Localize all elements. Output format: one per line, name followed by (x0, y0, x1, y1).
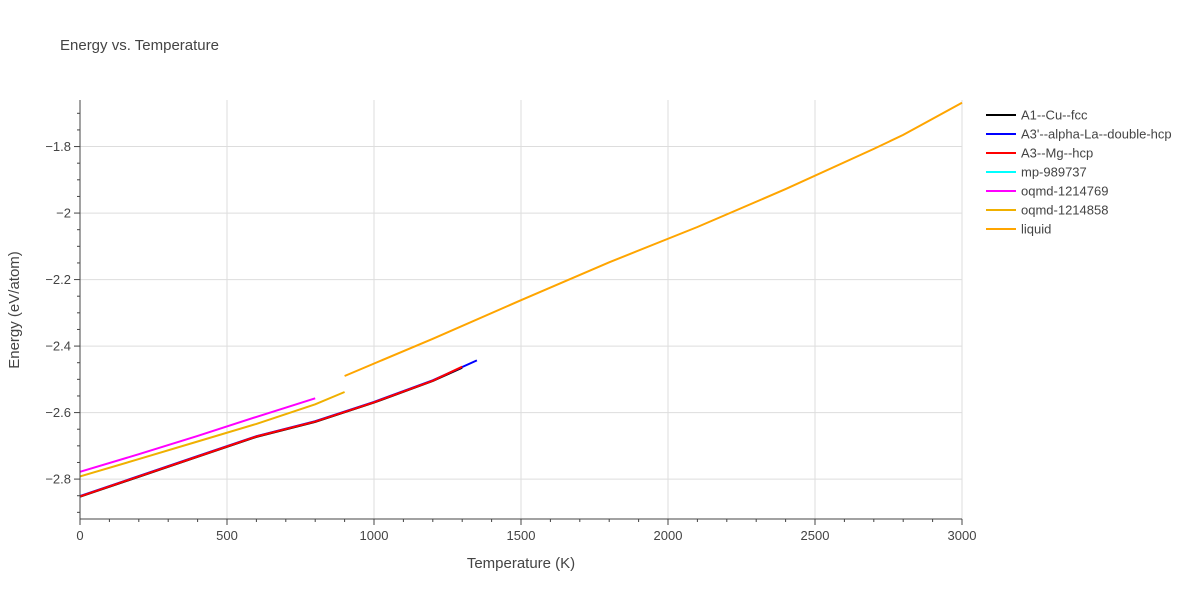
series-line-4 (79, 397, 316, 473)
legend-item[interactable]: A3'--alpha-La--double-hcp (986, 127, 1172, 142)
y-tick-label: −2 (56, 206, 71, 221)
x-tick-label: 0 (76, 528, 83, 543)
legend-item[interactable]: mp-989737 (986, 165, 1087, 180)
x-tick-label: 1500 (507, 528, 536, 543)
legend-label: liquid (1021, 222, 1051, 237)
y-axis-label: Energy (eV/atom) (6, 251, 23, 369)
x-tick-label: 2500 (801, 528, 830, 543)
legend-label: A3--Mg--hcp (1021, 146, 1093, 161)
series-line-2 (79, 365, 463, 498)
x-tick-labels: 0 500 1000 1500 2000 2500 3000 (76, 528, 976, 543)
y-tick-label: −2.4 (45, 339, 71, 354)
y-tick-label: −2.8 (45, 472, 71, 487)
y-tick-label: −2.2 (45, 272, 71, 287)
legend-item[interactable]: liquid (986, 222, 1051, 237)
x-tick-label: 1000 (360, 528, 389, 543)
legend[interactable]: A1--Cu--fcc A3'--alpha-La--double-hcp A3--… (986, 108, 1172, 237)
series-layer (79, 101, 963, 498)
legend-label: A1--Cu--fcc (1021, 108, 1088, 123)
x-tick-label: 3000 (948, 528, 977, 543)
series-line-6 (344, 101, 963, 377)
legend-item[interactable]: A1--Cu--fcc (986, 108, 1088, 123)
x-axis-label: Temperature (K) (467, 555, 575, 572)
chart-title: Energy vs. Temperature (60, 37, 219, 54)
y-tick-labels: −2.8 −2.6 −2.4 −2.2 −2 −1.8 (45, 139, 71, 487)
legend-item[interactable]: oqmd-1214769 (986, 184, 1108, 199)
legend-label: A3'--alpha-La--double-hcp (1021, 127, 1172, 142)
legend-item[interactable]: oqmd-1214858 (986, 203, 1108, 218)
legend-label: oqmd-1214769 (1021, 184, 1108, 199)
x-tick-label: 2000 (654, 528, 683, 543)
series-line-5 (79, 391, 345, 478)
axes-layer (74, 100, 963, 525)
legend-item[interactable]: A3--Mg--hcp (986, 146, 1093, 161)
x-tick-label: 500 (216, 528, 238, 543)
grid-layer (80, 100, 963, 519)
y-tick-label: −2.6 (45, 405, 71, 420)
legend-label: mp-989737 (1021, 165, 1087, 180)
legend-label: oqmd-1214858 (1021, 203, 1108, 218)
y-tick-label: −1.8 (45, 139, 71, 154)
